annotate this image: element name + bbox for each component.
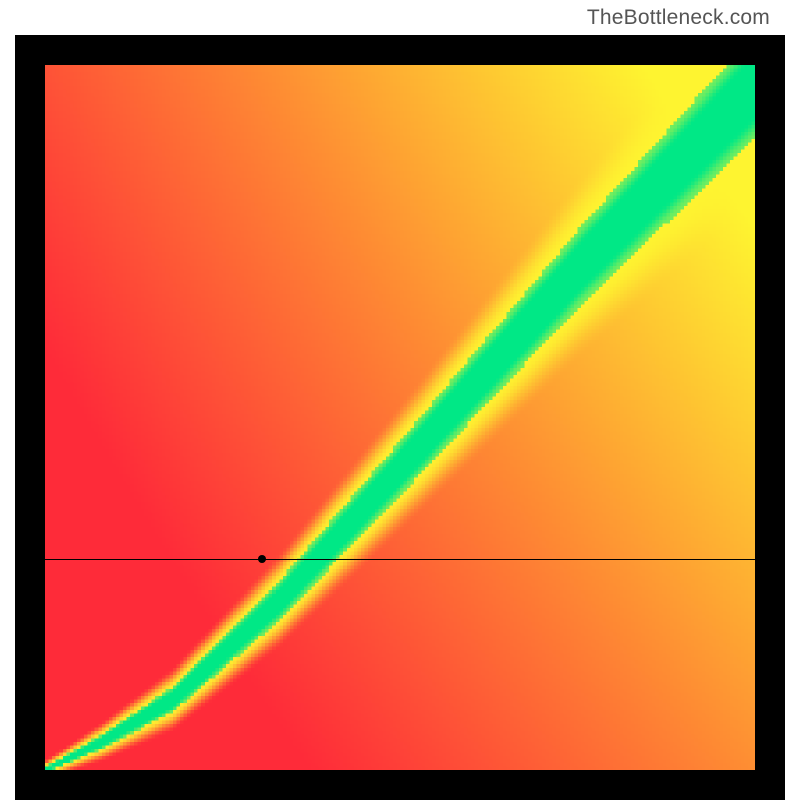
heatmap-canvas (45, 65, 755, 770)
watermark-text: TheBottleneck.com (587, 6, 770, 30)
target-point-marker (258, 555, 266, 563)
heatmap-plot (45, 65, 755, 770)
crosshair-horizontal (45, 559, 755, 560)
